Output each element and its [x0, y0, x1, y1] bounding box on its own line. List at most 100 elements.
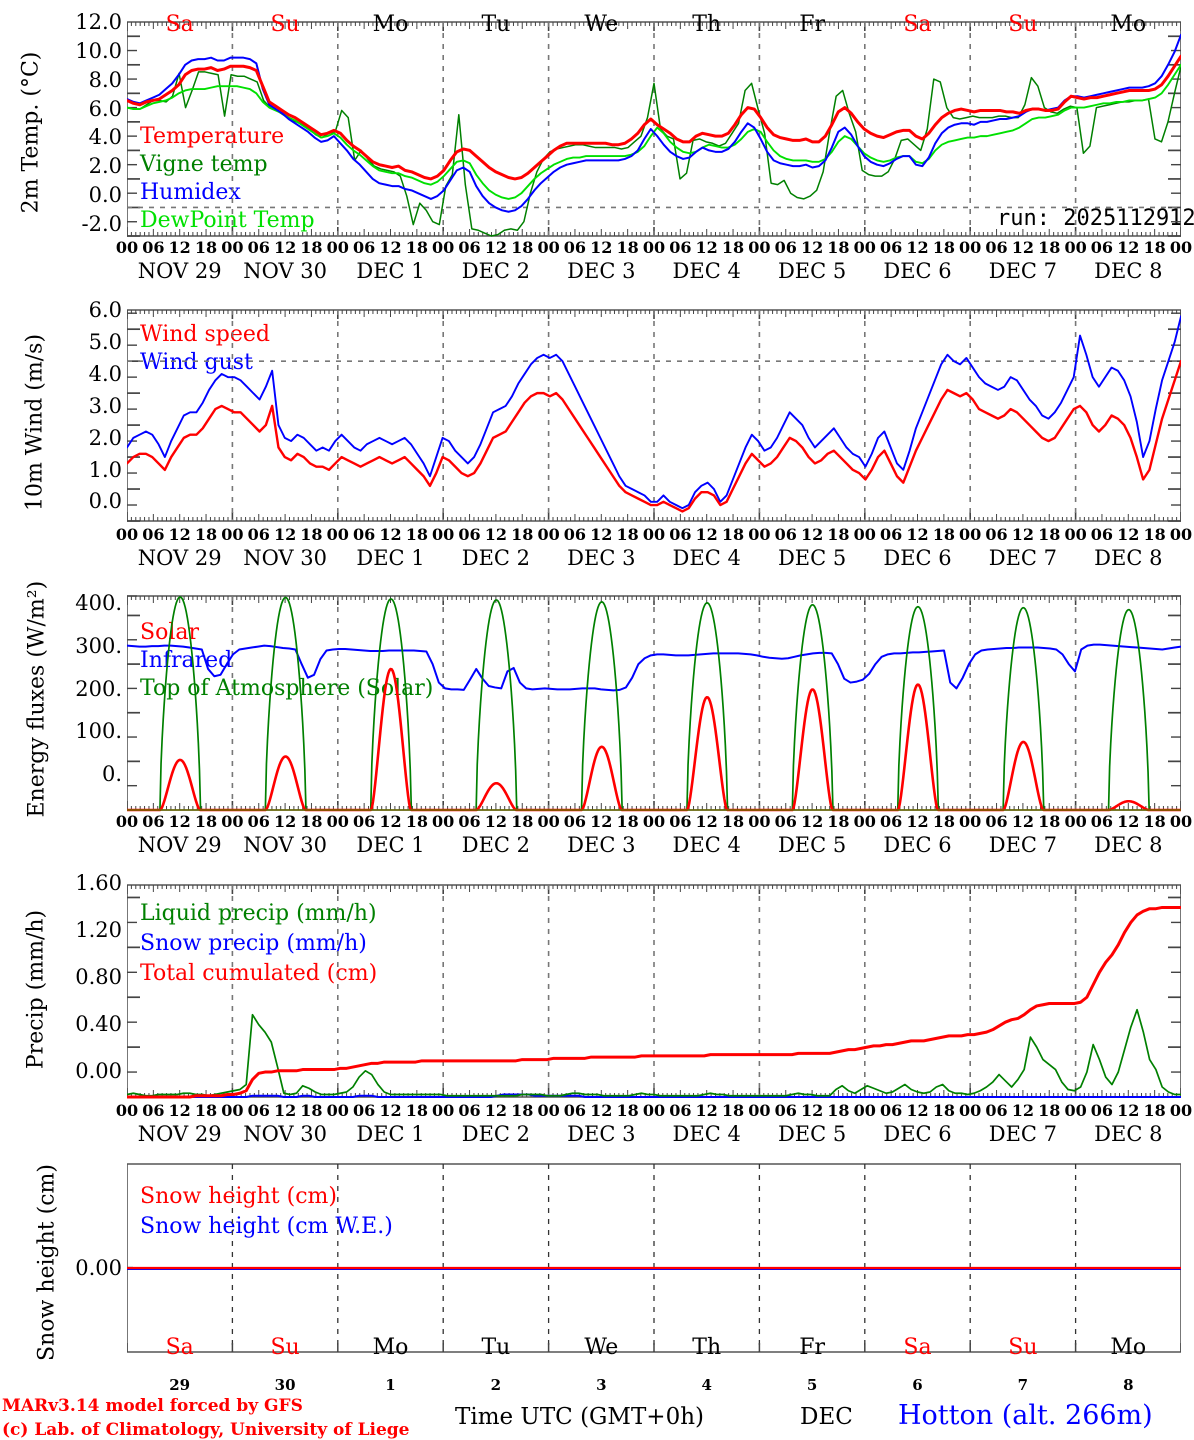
- hour-tick-label: 06: [880, 238, 903, 257]
- weekday-label: Sa: [165, 1335, 194, 1360]
- hour-tick-label: 06: [563, 812, 587, 831]
- hour-tick-label: 00: [432, 812, 455, 831]
- hour-tick-label: 06: [458, 525, 481, 544]
- date-label: NOV 30: [243, 546, 327, 570]
- weekday-label: Su: [270, 12, 300, 37]
- date-label: DEC 6: [883, 1122, 952, 1146]
- y-tick-label: 0.80: [75, 965, 122, 989]
- date-label: DEC 7: [988, 546, 1058, 570]
- hour-tick-label: 18: [405, 1101, 428, 1120]
- hour-tick-label: 12: [1011, 525, 1035, 544]
- date-label: DEC 2: [461, 259, 531, 283]
- y-tick-label: 1.60: [75, 871, 122, 895]
- hour-tick-label: 00: [537, 238, 560, 257]
- hour-tick-label: 12: [273, 238, 297, 257]
- hour-tick-label: 12: [1117, 1101, 1140, 1120]
- y-tick-label: -2.0: [81, 212, 123, 236]
- y-tick-label: 2.0: [88, 426, 122, 450]
- weekday-label: Th: [692, 1335, 722, 1360]
- hour-tick-label: 18: [616, 238, 639, 257]
- hour-tick-label: 06: [774, 525, 797, 544]
- hour-tick-label: 06: [985, 1101, 1008, 1120]
- date-label: DEC 2: [461, 1122, 531, 1146]
- run-label: run: 2025112912: [997, 206, 1194, 231]
- hour-tick-label: 18: [721, 812, 745, 831]
- date-label: DEC 2: [461, 833, 531, 857]
- day-number-label: 6: [912, 1376, 923, 1394]
- hour-tick-label: 12: [273, 812, 297, 831]
- date-label: DEC 1: [356, 259, 425, 283]
- legend-dewpoint-temp: DewPoint Temp: [140, 208, 315, 233]
- weekday-label: Mo: [372, 12, 409, 37]
- y-tick-label: 6.0: [88, 298, 122, 322]
- weekday-label: Fr: [799, 12, 825, 37]
- hour-tick-label: 18: [1143, 525, 1166, 544]
- date-label: NOV 30: [243, 259, 327, 283]
- hour-tick-label: 00: [1169, 238, 1193, 257]
- hour-tick-label: 06: [880, 1101, 903, 1120]
- weekday-label: Sa: [903, 12, 932, 37]
- model-credit-line2: (c) Lab. of Climatology, University of L…: [2, 1420, 410, 1440]
- hour-tick-label: 00: [959, 1101, 982, 1120]
- y-tick-label: 12.0: [75, 10, 122, 34]
- panel-temperature: 2m Temp. (°C) 12.0 10.0 8.0 6.0 4.0 2.0 0.0 -2.…: [0, 0, 1194, 290]
- hour-tick-label: 00: [1064, 1101, 1087, 1120]
- weekday-label: Mo: [1110, 1335, 1147, 1360]
- hour-tick-label: 18: [827, 525, 850, 544]
- hour-tick-label: 06: [353, 1101, 376, 1120]
- y-tick-label: 0.0: [88, 183, 122, 207]
- hour-tick-label: 18: [511, 1101, 534, 1120]
- date-label: DEC 3: [567, 833, 636, 857]
- hour-tick-label: 18: [194, 1101, 218, 1120]
- hour-tick-label: 06: [985, 812, 1008, 831]
- date-label: DEC 1: [356, 833, 425, 857]
- weekday-label: Th: [692, 12, 722, 37]
- hour-tick-label: 00: [1169, 1101, 1193, 1120]
- hour-tick-label: 18: [827, 812, 850, 831]
- hour-tick-label: 00: [326, 1101, 349, 1120]
- day-number-label: 1: [385, 1376, 396, 1394]
- hour-tick-label: 00: [221, 812, 244, 831]
- hour-tick-label: 06: [880, 525, 903, 544]
- panel-wind: 10m Wind (m/s) 6.0 5.0 4.0 3.0 2.0 1.0 0.0 Win…: [0, 290, 1194, 580]
- hour-tick-label: 18: [616, 812, 639, 831]
- hour-tick-label: 18: [721, 525, 745, 544]
- y-tick-label: 3.0: [88, 394, 122, 418]
- hour-tick-label: 06: [458, 1101, 481, 1120]
- hour-tick-label: 06: [1090, 1101, 1114, 1120]
- panel-precip: Precip (mm/h) 1.60 1.20 0.80 0.40 0.00 Liqui…: [0, 865, 1194, 1160]
- hour-tick-label: 12: [484, 525, 508, 544]
- date-label: DEC 1: [356, 1122, 425, 1146]
- hour-tick-label: 18: [1038, 1101, 1061, 1120]
- date-label: DEC 4: [672, 546, 741, 570]
- date-label: NOV 30: [243, 833, 327, 857]
- hour-tick-label: 18: [300, 812, 323, 831]
- hour-tick-label: 12: [800, 525, 824, 544]
- hour-tick-label: 06: [880, 812, 903, 831]
- hour-tick-label: 06: [247, 812, 270, 831]
- date-label: DEC 8: [1094, 259, 1163, 283]
- hour-tick-label: 06: [1090, 525, 1114, 544]
- weekday-label: Tu: [481, 1335, 511, 1360]
- hour-tick-label: 00: [853, 238, 876, 257]
- precip-plot-area: [127, 875, 1181, 1100]
- hour-tick-label: 18: [721, 1101, 745, 1120]
- date-label: DEC 3: [567, 546, 636, 570]
- hour-tick-label: 18: [1143, 1101, 1166, 1120]
- date-label: NOV 29: [137, 833, 222, 857]
- legend-snow-height-we: Snow height (cm W.E.): [140, 1214, 393, 1239]
- hour-tick-label: 00: [642, 238, 666, 257]
- hour-tick-label: 12: [484, 238, 508, 257]
- date-label: DEC 7: [988, 1122, 1058, 1146]
- hour-tick-label: 00: [853, 1101, 876, 1120]
- hour-tick-label: 12: [800, 238, 824, 257]
- hour-tick-label: 00: [432, 238, 455, 257]
- day-number-label: 30: [274, 1376, 296, 1394]
- hour-tick-label: 12: [1117, 812, 1140, 831]
- hour-tick-label: 18: [721, 238, 745, 257]
- date-label: DEC 2: [461, 546, 531, 570]
- hour-tick-label: 06: [774, 812, 797, 831]
- weekday-label: Su: [270, 1335, 300, 1360]
- hour-tick-label: 06: [458, 812, 481, 831]
- hour-tick-label: 06: [247, 525, 270, 544]
